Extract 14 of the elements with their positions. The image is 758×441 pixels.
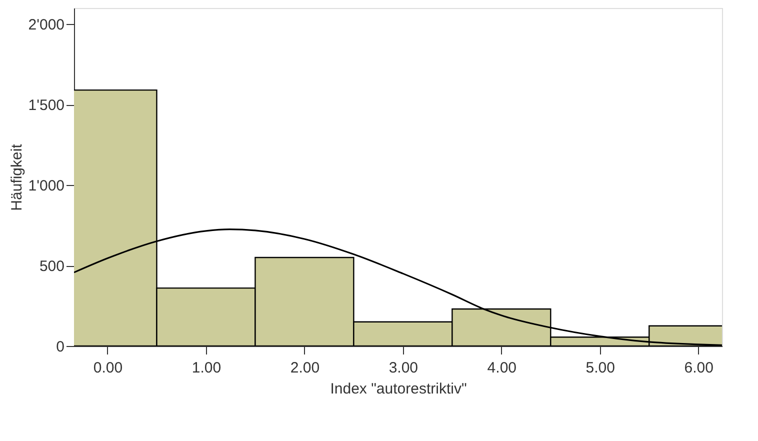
- y-tick-label: 0: [56, 338, 64, 356]
- x-tick-label: 2.00: [290, 360, 320, 376]
- x-tick-label: 4.00: [487, 360, 517, 376]
- x-tick-label: 1.00: [192, 360, 222, 376]
- x-tick-label: 3.00: [388, 360, 418, 376]
- x-tick-label: 6.00: [684, 360, 714, 376]
- y-tick-label: 500: [39, 258, 64, 276]
- y-axis-title: Häufigkeit: [8, 143, 26, 211]
- y-tick-label: 1'000: [28, 178, 64, 195]
- y-tick-label: 1'500: [28, 97, 64, 114]
- x-tick-label: 0.00: [93, 360, 123, 376]
- y-tick-label: 2'000: [28, 16, 64, 34]
- x-axis-title: Index "autorestriktiv": [330, 380, 467, 398]
- x-tick-label: 5.00: [586, 360, 615, 376]
